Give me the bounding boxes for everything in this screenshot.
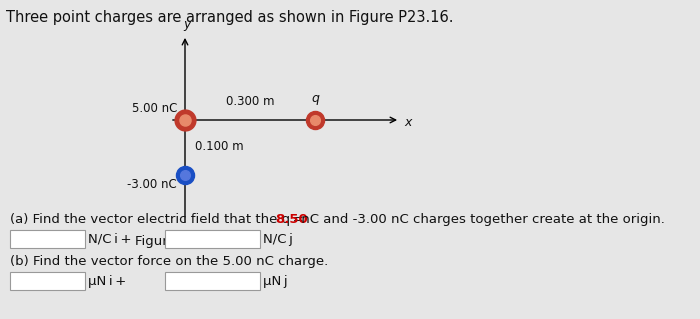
Text: N/C j: N/C j xyxy=(263,233,293,246)
Text: 0.100 m: 0.100 m xyxy=(195,140,244,153)
Text: Three point charges are arranged as shown in Figure P23.16.: Three point charges are arranged as show… xyxy=(6,10,454,25)
Text: q: q xyxy=(311,92,319,105)
Text: (a) Find the vector electric field that the q =: (a) Find the vector electric field that … xyxy=(10,213,307,226)
Text: nC and -3.00 nC charges together create at the origin.: nC and -3.00 nC charges together create … xyxy=(297,213,665,226)
Text: -3.00 nC: -3.00 nC xyxy=(127,178,177,191)
Text: 5.00 nC: 5.00 nC xyxy=(132,102,177,115)
Text: Figure P23.16.: Figure P23.16. xyxy=(135,235,230,248)
Text: x: x xyxy=(404,115,412,129)
Bar xyxy=(10,230,85,248)
Bar xyxy=(10,272,85,290)
Text: y: y xyxy=(183,18,190,31)
Text: (b) Find the vector force on the 5.00 nC charge.: (b) Find the vector force on the 5.00 nC… xyxy=(10,255,328,268)
Text: μN j: μN j xyxy=(263,275,288,287)
Text: μN i +: μN i + xyxy=(88,275,126,287)
Text: 8.50: 8.50 xyxy=(275,213,308,226)
Bar xyxy=(165,272,260,290)
Text: 0.300 m: 0.300 m xyxy=(225,95,274,108)
Text: N/C i +: N/C i + xyxy=(88,233,132,246)
Bar xyxy=(165,230,260,248)
